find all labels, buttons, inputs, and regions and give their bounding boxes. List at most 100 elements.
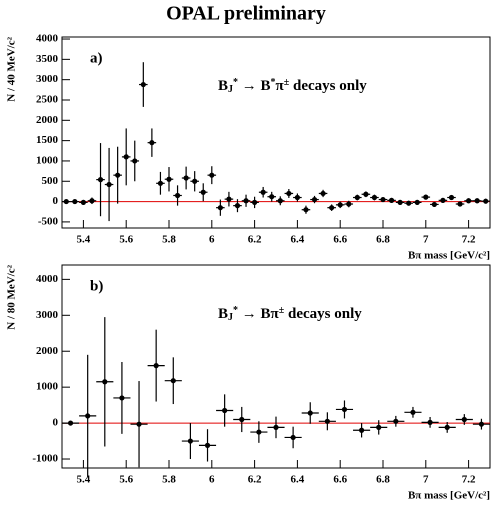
- annotation-part: *: [271, 77, 276, 88]
- y-tick-label: 3500: [36, 53, 59, 65]
- data-point: [153, 363, 159, 369]
- y-tick-label: 3000: [36, 73, 59, 85]
- data-point: [341, 406, 348, 413]
- data-point: [324, 418, 330, 424]
- data-point: [444, 424, 450, 430]
- x-tick-label: 7.2: [462, 234, 476, 246]
- data-point: [478, 421, 485, 427]
- x-tick-label: 6.8: [376, 474, 390, 486]
- data-point: [431, 201, 437, 208]
- data-point: [346, 201, 352, 207]
- data-point: [474, 198, 480, 204]
- annotation-part: B: [218, 78, 228, 94]
- x-tick-label: 6: [209, 474, 215, 486]
- data-point: [200, 189, 206, 195]
- annotation-part: decays only: [284, 306, 362, 322]
- y-tick-label: -1000: [32, 453, 58, 465]
- x-tick-label: 6.4: [291, 474, 305, 486]
- data-point: [136, 421, 142, 427]
- y-tick-label: 4000: [36, 273, 59, 285]
- data-point: [290, 434, 296, 441]
- annotation: BJ* → Bπ± decays only: [218, 305, 362, 323]
- x-tick-label: 6.6: [333, 474, 347, 486]
- x-tick-label: 5.4: [77, 474, 91, 486]
- data-point: [423, 194, 429, 200]
- x-tick-label: 6.4: [291, 234, 305, 246]
- data-point: [157, 180, 164, 186]
- panel-label: b): [90, 278, 103, 294]
- y-tick-label: 2500: [36, 94, 59, 106]
- data-point: [286, 190, 292, 197]
- y-axis-label: N / 80 MeV/c²: [6, 264, 18, 329]
- chart-title: OPAL preliminary: [166, 3, 326, 25]
- data-point: [393, 418, 399, 424]
- data-point: [149, 140, 155, 146]
- annotation-part: B: [218, 306, 228, 322]
- x-tick-label: 7: [423, 234, 429, 246]
- data-point: [329, 205, 335, 211]
- data-point: [311, 196, 318, 203]
- data-point: [97, 177, 104, 183]
- data-point: [119, 395, 125, 401]
- data-point: [85, 413, 91, 419]
- data-point: [256, 429, 262, 435]
- data-point: [72, 198, 78, 205]
- x-tick-label: 6.6: [333, 234, 347, 246]
- data-point: [192, 178, 198, 184]
- data-point: [170, 378, 176, 384]
- data-point: [376, 424, 382, 430]
- data-point: [166, 176, 172, 182]
- x-tick-label: 6.8: [376, 234, 390, 246]
- data-point: [427, 419, 433, 425]
- data-point: [67, 420, 74, 426]
- data-point: [307, 410, 313, 416]
- data-point: [320, 190, 326, 197]
- data-point: [269, 194, 275, 200]
- data-point: [209, 172, 215, 178]
- annotation-part: J: [228, 312, 233, 323]
- y-tick-label: 0: [53, 417, 59, 429]
- data-point: [303, 207, 309, 213]
- panel-label: a): [90, 50, 103, 66]
- x-tick-label: 7: [423, 474, 429, 486]
- data-point: [414, 199, 420, 205]
- plot-frame: [61, 264, 491, 469]
- data-point: [337, 202, 343, 208]
- data-point: [123, 154, 129, 160]
- data-point: [234, 203, 241, 209]
- data-point: [388, 197, 395, 203]
- data-point: [132, 158, 138, 164]
- plot-frame: [61, 36, 491, 229]
- y-tick-label: 4000: [36, 33, 59, 45]
- data-point: [457, 201, 463, 207]
- y-tick-label: 2000: [36, 114, 59, 126]
- data-point: [63, 198, 69, 205]
- x-tick-label: 5.8: [162, 234, 176, 246]
- x-tick-label: 5.6: [119, 474, 133, 486]
- data-point: [294, 194, 300, 201]
- data-point: [371, 194, 378, 201]
- x-tick-label: 7.2: [462, 474, 476, 486]
- x-tick-label: 5.8: [162, 474, 176, 486]
- data-point: [243, 198, 249, 204]
- data-point: [102, 379, 108, 385]
- y-tick-label: 0: [53, 195, 59, 207]
- y-tick-label: 1500: [36, 134, 59, 146]
- data-point: [174, 192, 181, 199]
- y-tick-label: 1000: [36, 154, 59, 166]
- annotation-part: J: [228, 84, 233, 95]
- data-point: [363, 191, 369, 197]
- data-point: [277, 198, 283, 204]
- x-tick-label: 6.2: [248, 474, 262, 486]
- y-tick-label: 2000: [36, 345, 59, 357]
- data-point: [466, 198, 472, 204]
- y-tick-label: -500: [38, 215, 59, 227]
- data-point: [406, 200, 412, 206]
- x-tick-label: 5.6: [119, 234, 133, 246]
- y-tick-label: 1000: [36, 381, 59, 393]
- data-point: [354, 194, 360, 201]
- data-point: [440, 197, 446, 203]
- data-point: [204, 442, 211, 448]
- data-point: [89, 198, 95, 204]
